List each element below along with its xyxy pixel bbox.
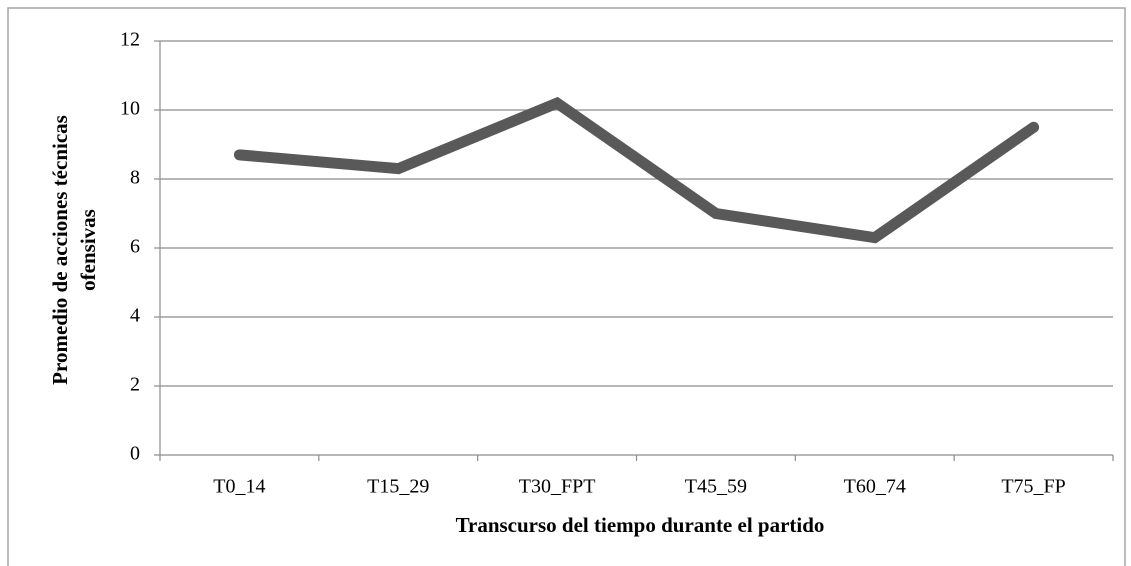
x-tick-label: T45_59 (685, 476, 747, 498)
y-axis-title: Promedio de acciones técnicas ofensivas (48, 115, 100, 385)
data-line (233, 96, 1040, 244)
y-tick-label: 2 (130, 374, 140, 396)
y-tick-label: 12 (120, 29, 140, 51)
y-tick-label: 4 (130, 305, 140, 327)
chart-border (7, 7, 1126, 566)
x-tick-label: T30_FPT (519, 476, 596, 498)
x-tick-label: T75_FP (1001, 476, 1065, 498)
y-axis-title-line: Promedio de acciones técnicas (48, 115, 72, 385)
y-axis-title-line: ofensivas (76, 209, 100, 291)
x-tick-label: T60_74 (844, 476, 906, 498)
y-tick-label: 0 (130, 443, 140, 465)
x-tick-label: T15_29 (367, 476, 429, 498)
x-axis-title: Transcurso del tiempo durante el partido (456, 513, 825, 537)
y-tick-label: 8 (130, 167, 140, 189)
y-tick-label: 10 (120, 98, 140, 120)
x-tick-label: T0_14 (213, 476, 265, 498)
y-tick-label: 6 (130, 236, 140, 258)
